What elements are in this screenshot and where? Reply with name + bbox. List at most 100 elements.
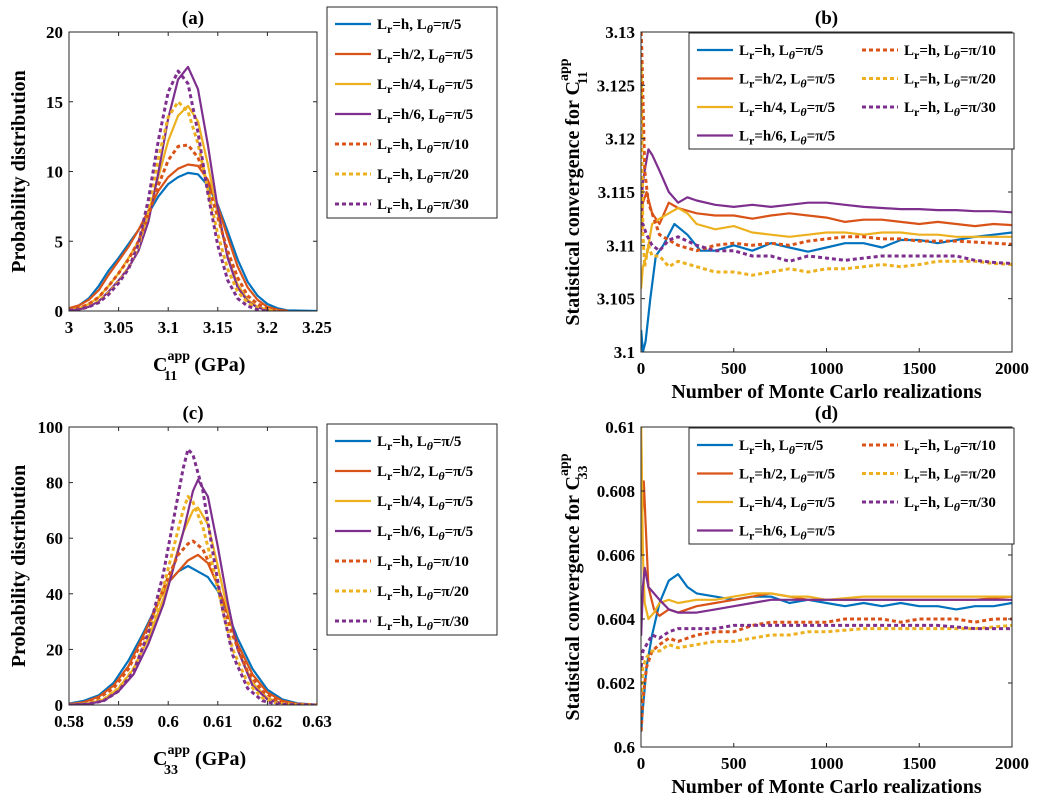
series-group: [641, 427, 1012, 733]
x-tick-label: 0.62: [253, 712, 283, 731]
x-tick-label: 0: [637, 359, 646, 378]
y-tick-label: 80: [46, 474, 63, 493]
x-tick-label: 3.2: [257, 318, 278, 337]
y-tick-label: 3.12: [605, 130, 635, 149]
series-line-7: [641, 623, 1012, 668]
legend-label: Lr=h/4, Lθ=π/5: [739, 100, 835, 119]
x-tick-label: 3.05: [104, 318, 134, 337]
x-axis-label-sub: 33: [164, 763, 178, 778]
series-line-3: [641, 206, 1012, 290]
panel-c: 0.58 0.59 0.6 0.61 0.62 0.63020406080100(c)Ca…: [8, 403, 498, 778]
x-tick-label: 3.15: [203, 318, 233, 337]
y-axis-label-sub: 33: [576, 465, 591, 479]
x-tick-label: 2000: [995, 754, 1029, 773]
series-line-5: [69, 539, 317, 705]
y-axis-label-sup: app: [557, 58, 572, 81]
y-tick-label: 3.1: [614, 343, 635, 362]
series-line-4: [69, 65, 279, 311]
legend-label: Lr=h/2, Lθ=π/5: [739, 72, 835, 91]
x-axis-label: Number of Monte Carlo realizations: [671, 776, 982, 793]
legend-label: Lr=h/6, Lθ=π/5: [377, 107, 473, 126]
x-tick-label: 3.25: [302, 318, 332, 337]
x-tick-label: 3.1: [158, 318, 179, 337]
series-line-7: [641, 222, 1012, 265]
series-group: [641, 32, 1012, 352]
legend-box: [688, 32, 1015, 150]
y-tick-label: 3.125: [597, 76, 635, 95]
x-axis-label: Number of Monte Carlo realizations: [671, 381, 982, 403]
legend: Lr=h, Lθ=π/5 Lr=h/2, Lθ=π/5 Lr=h/4, Lθ=π/5…: [688, 32, 1015, 150]
y-tick-label: 0.606: [597, 546, 635, 565]
y-tick-label: 20: [46, 23, 63, 42]
x-axis-label-unit: (GPa): [189, 354, 245, 376]
legend-label: Lr=h/4, Lθ=π/5: [377, 77, 473, 96]
series-line-3: [69, 104, 279, 311]
legend-label: Lr=h, Lθ=π/10: [377, 554, 469, 573]
legend-label: Lr=h/6, Lθ=π/5: [739, 524, 835, 543]
y-tick-label: 0.604: [597, 610, 636, 629]
axes-box: [68, 31, 318, 312]
legend-label: Lr=h, Lθ=π/30: [377, 197, 469, 216]
series-line-5: [641, 617, 1012, 732]
y-axis-label-sup: app: [557, 453, 572, 476]
y-tick-label: 20: [46, 640, 63, 659]
y-tick-label: 0.602: [597, 674, 635, 693]
series-line-2: [69, 163, 289, 311]
y-tick-label: 0.608: [597, 482, 635, 501]
series-line-1: [641, 222, 1012, 352]
legend-label: Lr=h, Lθ=π/20: [377, 584, 469, 603]
legend-label: Lr=h/2, Lθ=π/5: [377, 464, 473, 483]
panel-b: 0 500 1000 1500 2000 3.1 3.105 3.11 3.115 3.12 3.1…: [557, 8, 1029, 403]
x-tick-label: 1500: [902, 359, 936, 378]
legend-label: Lr=h/2, Lθ=π/5: [739, 467, 835, 486]
series-line-5: [69, 143, 288, 311]
legend-label: Lr=h, Lθ=π/30: [377, 614, 469, 633]
x-axis-label: Capp 11 (GPa): [153, 349, 245, 384]
y-tick-label: 0.6: [614, 738, 635, 757]
series-line-6: [641, 623, 1012, 700]
x-tick-label: 0.63: [302, 712, 332, 731]
panel-label: (b): [815, 8, 838, 29]
x-tick-label: 0.61: [203, 712, 233, 731]
series-line-3: [69, 506, 317, 705]
series-line-3: [641, 427, 1012, 621]
legend-label: Lr=h, Lθ=π/5: [739, 438, 823, 457]
legend-label: Lr=h, Lθ=π/5: [739, 43, 823, 62]
legend-label: Lr=h/4, Lθ=π/5: [377, 494, 473, 513]
legend-label: Lr=h, Lθ=π/30: [904, 495, 996, 514]
series-group: [69, 65, 317, 311]
legend-box: [326, 423, 498, 636]
x-tick-label: 500: [721, 754, 747, 773]
x-axis-label-sub: 11: [164, 369, 177, 384]
y-tick-label: 3.13: [605, 23, 635, 42]
series-line-2: [69, 553, 317, 705]
y-tick-label: 0.61: [605, 418, 635, 437]
legend-label: Lr=h, Lθ=π/10: [377, 137, 469, 156]
series-line-1: [69, 171, 317, 311]
legend-label: Lr=h/6, Lθ=π/5: [739, 129, 835, 148]
x-tick-label: 1000: [810, 359, 844, 378]
legend: Lr=h, Lθ=π/5 Lr=h/2, Lθ=π/5 Lr=h/4, Lθ=π/5…: [688, 427, 1015, 545]
panel-label: (a): [182, 8, 204, 29]
series-line-7: [69, 447, 317, 705]
y-tick-label: 100: [38, 418, 64, 437]
series-group: [69, 447, 317, 705]
x-tick-label: 0.6: [158, 712, 179, 731]
series-line-6: [641, 63, 1012, 277]
series-line-4: [641, 148, 1012, 215]
y-tick-label: 3.105: [597, 290, 635, 309]
series-line-1: [641, 573, 1012, 733]
x-tick-label: 1500: [902, 754, 936, 773]
x-axis-label: Capp 33 (GPa): [153, 743, 246, 778]
legend: Lr=h, Lθ=π/5 Lr=h/2, Lθ=π/5 Lr=h/4, Lθ=π/5…: [326, 423, 498, 636]
x-tick-label: 0: [637, 754, 646, 773]
y-tick-label: 60: [46, 529, 63, 548]
y-tick-label: 15: [46, 93, 63, 112]
legend-box: [688, 427, 1015, 545]
legend-label: Lr=h/4, Lθ=π/5: [739, 495, 835, 514]
legend-label: Lr=h/2, Lθ=π/5: [377, 47, 473, 66]
legend-label: Lr=h/6, Lθ=π/5: [377, 524, 473, 543]
series-line-4: [641, 566, 1012, 637]
y-axis-label: Statistical convergence for Capp 33: [557, 453, 591, 720]
